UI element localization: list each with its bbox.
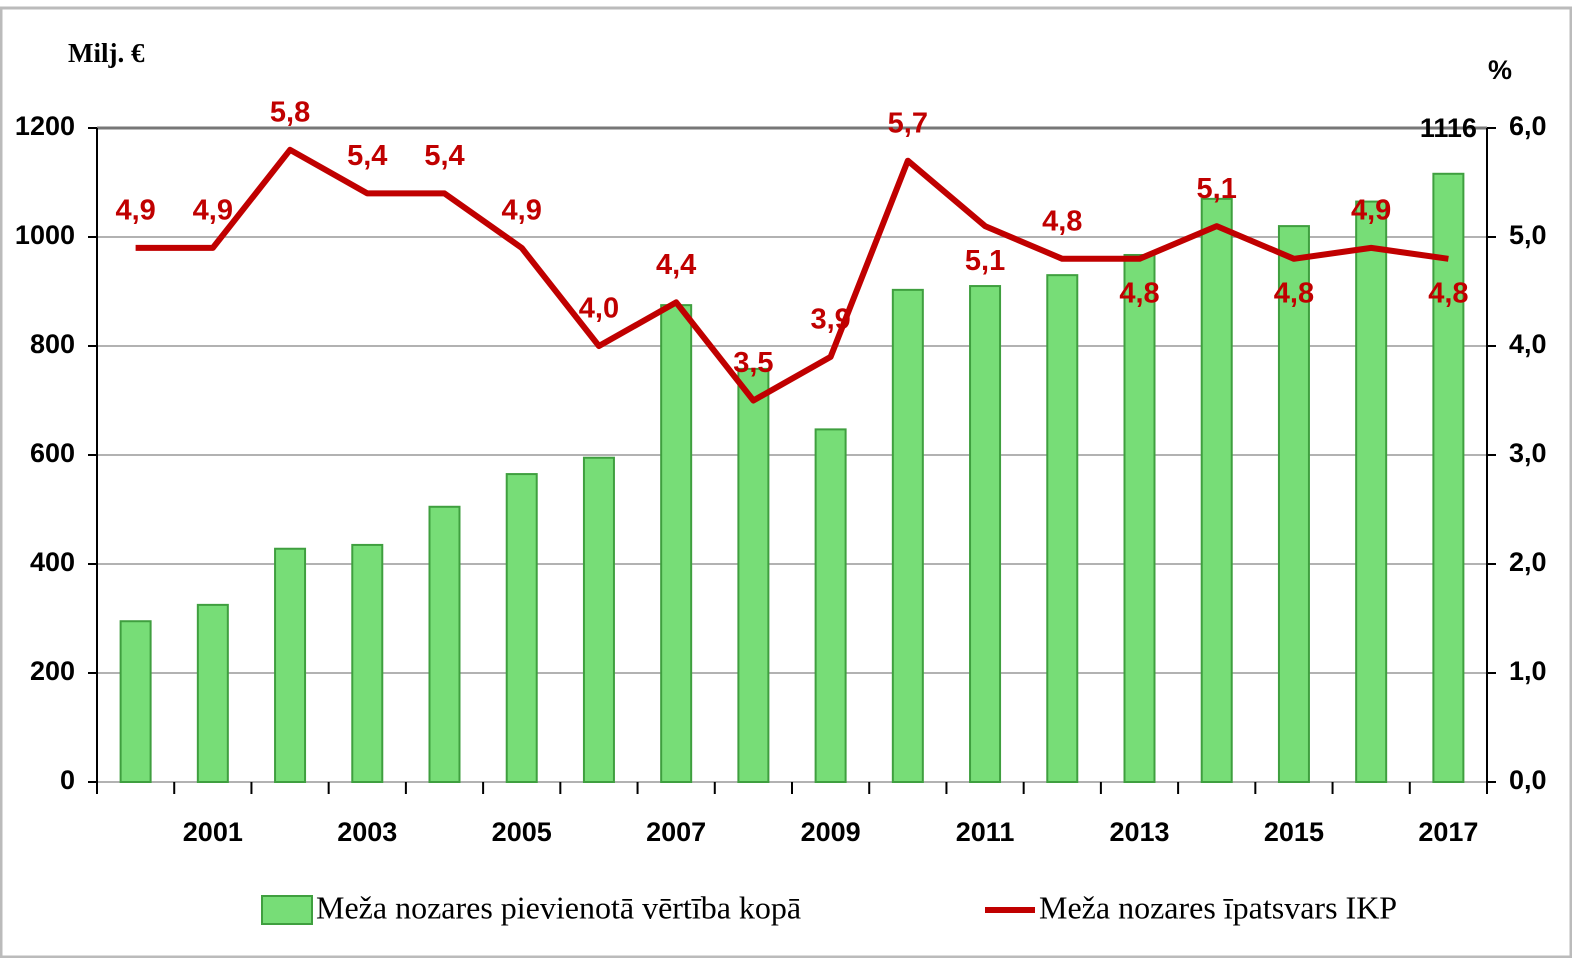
- x-tick-label: 2005: [492, 817, 552, 847]
- y2-tick-label: 5,0: [1509, 220, 1547, 250]
- line-value-label: 4,8: [1428, 277, 1468, 309]
- x-tick-label: 2015: [1264, 817, 1324, 847]
- y2-axis-label: %: [1488, 55, 1512, 85]
- bar: [1046, 274, 1079, 783]
- bar: [1432, 172, 1465, 783]
- line-value-label: 4,8: [1042, 205, 1082, 237]
- bar: [969, 285, 1002, 783]
- line-value-label: 4,9: [1351, 195, 1391, 227]
- bar: [1355, 200, 1388, 783]
- line-value-label: 5,7: [888, 107, 928, 139]
- y2-tick-label: 4,0: [1509, 329, 1547, 359]
- line-value-label: 5,4: [424, 140, 464, 172]
- bar: [196, 603, 229, 783]
- y-tick-label: 600: [30, 438, 75, 468]
- legend-label: Meža nozares pievienotā vērtība kopā: [316, 889, 801, 925]
- bar: [351, 543, 384, 783]
- y-tick-label: 1000: [15, 220, 75, 250]
- x-tick-label: 2011: [956, 817, 1015, 847]
- y-axis-label: Milj. €: [68, 38, 145, 68]
- line-value-label: 4,9: [193, 195, 233, 227]
- y-tick-label: 400: [30, 547, 75, 577]
- line: [135, 146, 1449, 404]
- x-tick-label: 2013: [1109, 817, 1169, 847]
- bar: [505, 473, 538, 783]
- line-value-label: 5,1: [965, 245, 1005, 277]
- line-value-label: 5,4: [347, 140, 387, 172]
- line-value-label: 5,1: [1197, 173, 1237, 205]
- line-value-label: 3,9: [810, 304, 850, 336]
- bar: [1200, 197, 1233, 784]
- line-value-label: 4,9: [502, 195, 542, 227]
- x-tick-label: 2009: [801, 817, 861, 847]
- line-value-label: 3,5: [733, 347, 773, 379]
- line-value-label: 4,4: [656, 249, 696, 281]
- y2-tick-label: 2,0: [1509, 547, 1547, 577]
- y-tick-label: 0: [60, 765, 75, 795]
- x-tick-label: 2001: [183, 817, 243, 847]
- bar-value-label: 1116: [1420, 113, 1477, 143]
- bar: [1123, 253, 1156, 784]
- line-value-label: 5,8: [270, 96, 310, 128]
- legend-swatch: [261, 895, 313, 925]
- bar: [274, 547, 307, 783]
- bar: [428, 505, 461, 783]
- y-tick-label: 1200: [15, 111, 75, 141]
- x-tick-label: 2003: [337, 817, 397, 847]
- y2-tick-label: 1,0: [1509, 656, 1547, 686]
- bar: [1277, 225, 1310, 784]
- bar: [119, 620, 152, 783]
- y2-tick-label: 6,0: [1509, 111, 1547, 141]
- frame: [0, 6, 1572, 958]
- bar: [582, 456, 615, 783]
- bar: [814, 428, 847, 783]
- legend-label: Meža nozares īpatsvars IKP: [1039, 889, 1397, 925]
- line-value-label: 4,8: [1119, 277, 1159, 309]
- line-value-label: 4,9: [115, 195, 155, 227]
- y2-tick-label: 0,0: [1509, 765, 1547, 795]
- bar: [737, 367, 770, 783]
- y2-tick-label: 3,0: [1509, 438, 1547, 468]
- line-value-label: 4,0: [579, 293, 619, 325]
- y-tick-label: 800: [30, 329, 75, 359]
- x-tick-label: 2007: [646, 817, 706, 847]
- y-tick-label: 200: [30, 656, 75, 686]
- bar: [891, 288, 924, 783]
- x-tick-label: 2017: [1418, 817, 1478, 847]
- bar: [660, 304, 693, 783]
- line-value-label: 4,8: [1274, 277, 1314, 309]
